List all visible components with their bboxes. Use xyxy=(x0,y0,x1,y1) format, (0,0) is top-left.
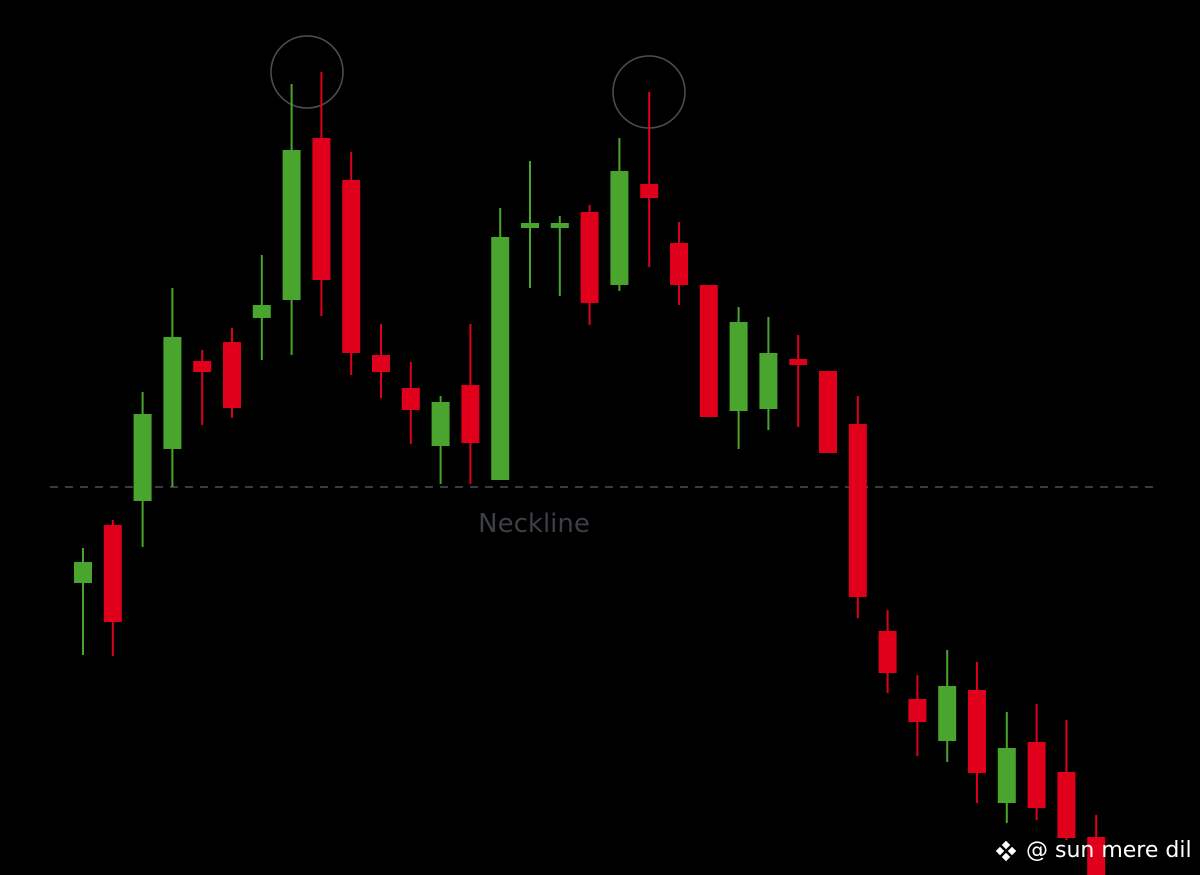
candle-body xyxy=(372,355,390,372)
candles xyxy=(50,72,1160,875)
candle-body xyxy=(521,223,539,228)
candle-body xyxy=(878,631,897,673)
candle-body xyxy=(342,180,361,353)
candle-body xyxy=(401,388,420,410)
candle-body xyxy=(223,342,241,408)
candle-body xyxy=(74,562,92,583)
candle-body xyxy=(103,525,122,622)
candle-body xyxy=(670,243,688,285)
candle-body xyxy=(550,223,569,228)
candle-body xyxy=(968,690,986,773)
candle-body xyxy=(789,359,808,365)
candle-body xyxy=(1057,772,1076,838)
candle-body xyxy=(729,322,748,411)
candle-body xyxy=(699,285,718,417)
candle-body xyxy=(193,361,212,372)
candle-body xyxy=(461,385,480,443)
candle-body xyxy=(431,402,450,446)
peak-circle xyxy=(270,35,344,109)
candle-body xyxy=(282,150,301,300)
candle-body xyxy=(759,353,778,409)
candle-body xyxy=(580,212,599,303)
candle-body xyxy=(163,337,182,449)
watermark: @ sun mere dil xyxy=(1026,838,1192,863)
candle-body xyxy=(491,237,510,480)
candle-body xyxy=(610,171,629,285)
candle-body xyxy=(640,184,659,198)
candle-body xyxy=(1027,742,1046,808)
candle-body xyxy=(848,424,867,597)
candle-body xyxy=(133,414,152,501)
candle-body xyxy=(997,748,1016,803)
neckline-label: Neckline xyxy=(478,509,590,539)
candle-body xyxy=(908,699,927,722)
candle-body xyxy=(1087,837,1106,875)
candle-body xyxy=(819,371,837,453)
watermark-icon xyxy=(995,840,1017,862)
candle-body xyxy=(252,305,271,318)
candle-body xyxy=(312,138,331,280)
candle-body xyxy=(938,686,957,741)
